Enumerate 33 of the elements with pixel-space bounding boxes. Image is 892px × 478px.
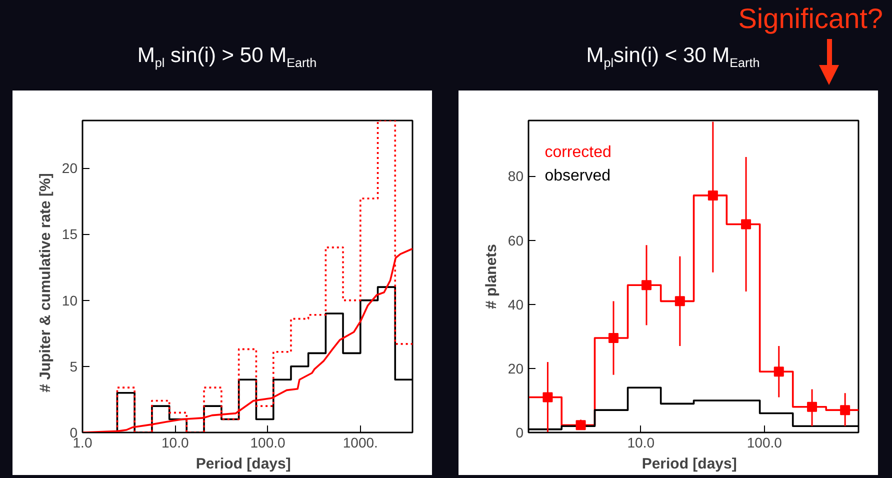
point — [708, 190, 718, 200]
y-tick-label: 0 — [516, 424, 524, 440]
y-tick-label: 10 — [62, 292, 78, 308]
y-tick-label: 20 — [508, 360, 524, 376]
point — [774, 366, 784, 377]
point — [608, 333, 618, 344]
y-axis-title: # Jupiter & cumulative rate [%] — [36, 173, 54, 392]
text: corrected — [544, 144, 612, 162]
point — [741, 219, 752, 230]
point — [674, 296, 685, 306]
point — [542, 392, 553, 402]
chart-title: M$_{pl}$ sin(i) > 50 M$_{Earth}$ — [136, 43, 318, 72]
point — [840, 405, 850, 416]
y-tick-label: 15 — [62, 226, 78, 242]
x-tick-label: 100.0 — [746, 434, 782, 450]
point — [576, 420, 586, 430]
x-axis-title: Period [days] — [642, 456, 737, 472]
x-tick-label: 1000. — [342, 434, 378, 450]
text: Significant? — [738, 2, 883, 36]
x-tick-label: 100.0 — [250, 434, 286, 450]
point — [641, 280, 652, 290]
x-tick-label: 10.0 — [627, 434, 655, 450]
y-tick-label: 20 — [62, 160, 78, 176]
y-tick-label: 40 — [508, 296, 524, 312]
y-tick-label: 80 — [508, 168, 524, 184]
point — [807, 402, 818, 412]
text: observed — [544, 168, 611, 185]
y-tick-label: 5 — [70, 358, 78, 374]
y-axis-title: # planets — [482, 244, 500, 310]
chart-title: M$_{pl}$sin(i) < 30 M$_{Earth}$ — [585, 43, 761, 72]
y-tick-label: 60 — [508, 232, 524, 248]
x-tick-label: 10.0 — [162, 434, 189, 450]
x-axis-title: Period [days] — [196, 456, 291, 472]
